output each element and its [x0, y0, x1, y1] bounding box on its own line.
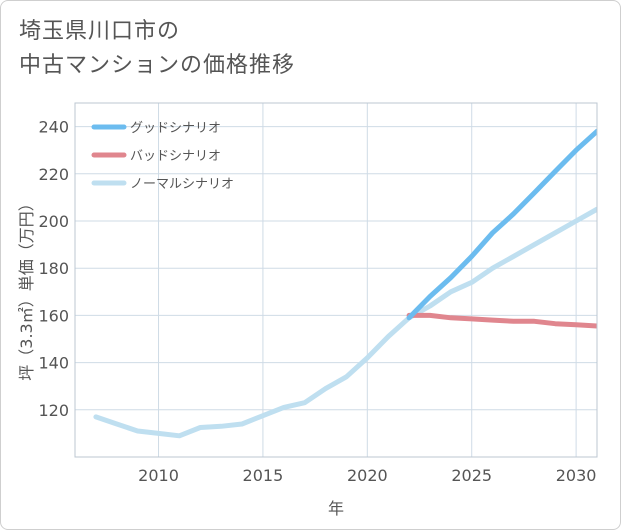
series-line-normal: [93, 206, 597, 439]
y-tick-label: 160: [38, 306, 69, 325]
plot-area: [75, 103, 597, 457]
series-line-bad: [406, 312, 597, 329]
axes: 120 140 160 180 200 220 240 2010 2015 2020 2025 203…: [17, 102, 598, 518]
x-tick-label: 2020: [347, 466, 388, 485]
legend-label-normal: ノーマルシナリオ: [130, 177, 234, 192]
chart-title-line2: 中古マンションの価格推移: [19, 53, 296, 78]
y-tick-label: 200: [38, 212, 69, 231]
plot-frame: [74, 102, 598, 458]
x-tick-label: 2025: [451, 466, 492, 485]
y-tick-label: 240: [38, 118, 69, 137]
y-tick-label: 180: [38, 259, 69, 278]
legend-label-good: グッドシナリオ: [130, 121, 221, 136]
x-tick-label: 2030: [556, 466, 597, 485]
chart-title: 埼玉県川口市の 中古マンションの価格推移: [19, 15, 295, 83]
y-tick-label: 140: [38, 354, 69, 373]
legend-label-bad: バッドシナリオ: [130, 149, 221, 164]
x-tick-label: 2010: [138, 466, 179, 485]
series-lines: [93, 128, 597, 439]
x-axis-title: 年: [328, 499, 344, 518]
grid: [75, 103, 597, 457]
y-tick-label: 120: [38, 401, 69, 420]
series-line-good: [406, 128, 597, 321]
y-axis-title: 坪（3.3㎡）単価（万円）: [17, 195, 36, 380]
chart-title-line1: 埼玉県川口市の: [19, 19, 181, 44]
y-tick-label: 220: [38, 165, 69, 184]
x-tick-label: 2015: [243, 466, 284, 485]
